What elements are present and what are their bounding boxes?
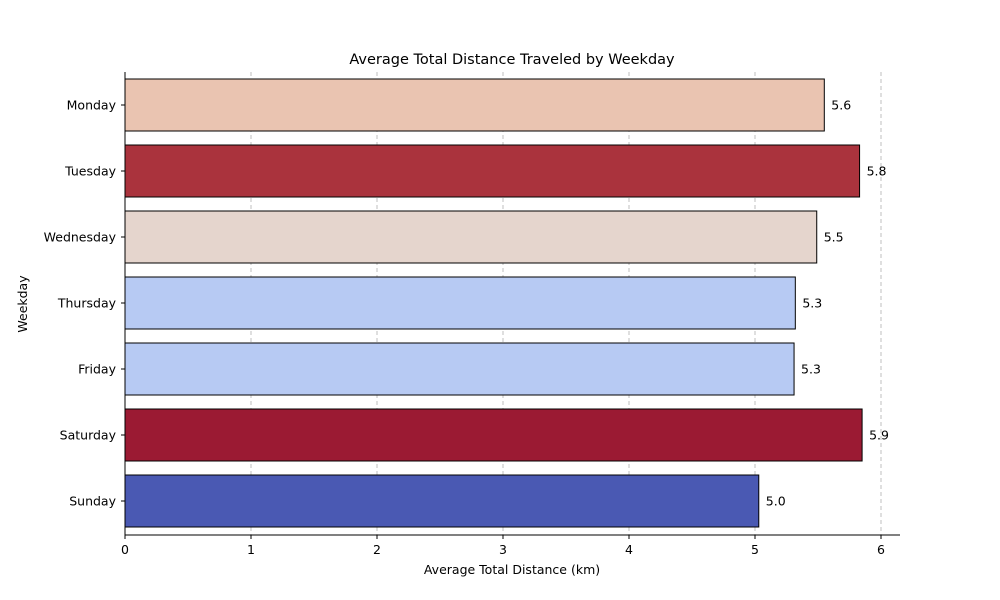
bar-tuesday [124,144,861,198]
y-tick-label-friday: Friday [78,362,116,377]
bar-monday [124,78,825,132]
x-tick-label: 1 [247,542,255,557]
bar-sunday [124,474,760,528]
y-tick-label-tuesday: Tuesday [64,164,116,179]
x-axis-ticks: 0 1 2 3 4 5 6 [121,535,885,557]
x-tick-label: 3 [499,542,507,557]
x-axis-label: Average Total Distance (km) [424,562,600,577]
x-tick-label: 4 [625,542,633,557]
bar-saturday [124,408,863,462]
value-label-saturday: 5.9 [869,428,889,443]
value-label-friday: 5.3 [801,362,821,377]
y-tick-label-sunday: Sunday [69,494,116,509]
y-tick-label-monday: Monday [67,98,117,113]
bar-friday [124,342,795,396]
y-axis-label: Weekday [15,275,30,333]
chart-title: Average Total Distance Traveled by Weekd… [349,52,675,68]
value-label-thursday: 5.3 [802,296,822,311]
value-label-wednesday: 5.5 [824,230,844,245]
bar-thursday [124,276,796,330]
y-tick-label-thursday: Thursday [57,296,117,311]
y-tick-label-saturday: Saturday [60,428,117,443]
value-label-sunday: 5.0 [766,494,786,509]
value-label-tuesday: 5.8 [867,164,887,179]
y-tick-label-wednesday: Wednesday [44,230,117,245]
x-tick-label: 2 [373,542,381,557]
value-labels: 5.6 5.8 5.5 5.3 5.3 5.9 5.0 [766,98,889,509]
bar-wednesday [124,210,818,264]
x-tick-label: 0 [121,542,129,557]
value-label-monday: 5.6 [831,98,851,113]
x-tick-label: 6 [877,542,885,557]
x-tick-label: 5 [751,542,759,557]
bars [124,78,863,528]
y-axis-ticks: Monday Tuesday Wednesday Thursday Friday Satu… [44,98,125,509]
